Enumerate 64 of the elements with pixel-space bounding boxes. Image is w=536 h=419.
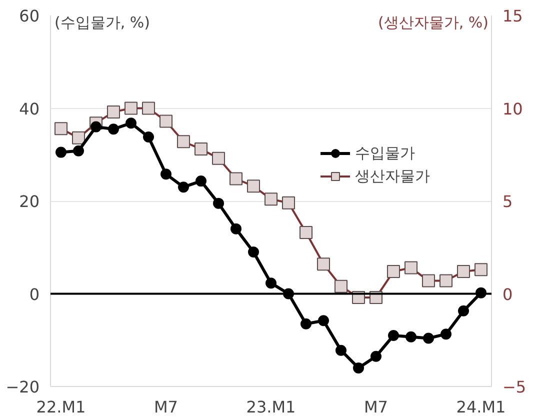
y2-axis-title: (생산자물가, %) bbox=[378, 14, 489, 32]
point bbox=[56, 146, 66, 158]
point bbox=[212, 152, 225, 165]
y-tick-label: −20 bbox=[6, 378, 40, 396]
point bbox=[196, 176, 206, 187]
point bbox=[177, 135, 190, 148]
point bbox=[230, 172, 242, 186]
legend-label: 수입물가 bbox=[355, 144, 415, 162]
point bbox=[230, 223, 242, 234]
point bbox=[440, 328, 452, 340]
point bbox=[126, 118, 136, 129]
y2-tick-label: 15 bbox=[502, 6, 523, 26]
point bbox=[264, 192, 278, 206]
point bbox=[266, 278, 276, 289]
point bbox=[213, 198, 224, 209]
point bbox=[370, 350, 382, 362]
point bbox=[300, 226, 312, 240]
point bbox=[458, 305, 469, 316]
point bbox=[160, 168, 172, 180]
point bbox=[194, 142, 208, 156]
y2-tick-label: 0 bbox=[502, 284, 513, 304]
point bbox=[90, 121, 102, 132]
y-tick-label: 20 bbox=[19, 192, 40, 211]
y-tick-label: 0 bbox=[29, 284, 40, 304]
point bbox=[142, 102, 155, 115]
point bbox=[353, 362, 364, 374]
y-tick-label: 40 bbox=[19, 99, 40, 118]
point bbox=[422, 274, 435, 288]
point bbox=[72, 131, 85, 144]
point bbox=[388, 330, 399, 341]
point bbox=[317, 258, 330, 271]
point bbox=[406, 331, 416, 342]
point bbox=[124, 102, 138, 115]
point bbox=[457, 264, 470, 278]
point bbox=[334, 280, 348, 293]
point bbox=[336, 344, 346, 356]
point bbox=[404, 261, 418, 274]
legend-label: 생산자물가 bbox=[355, 166, 430, 186]
y2-tick-label: 10 bbox=[502, 99, 523, 118]
point bbox=[474, 263, 488, 276]
point bbox=[107, 105, 120, 118]
point bbox=[178, 182, 189, 193]
point bbox=[73, 145, 84, 156]
point bbox=[248, 246, 259, 258]
point bbox=[387, 264, 400, 278]
point bbox=[247, 180, 260, 193]
x-tick-label: M7 bbox=[364, 398, 388, 416]
x-tick-label: 24.M1 bbox=[456, 398, 506, 416]
x-tick-label: M7 bbox=[154, 398, 178, 416]
y2-tick-label: −5 bbox=[502, 378, 526, 396]
point bbox=[282, 196, 295, 210]
x-tick-label: 23.M1 bbox=[246, 398, 296, 416]
point bbox=[108, 124, 119, 135]
point bbox=[54, 122, 68, 136]
x-tick-label: 22.M1 bbox=[36, 398, 86, 416]
point bbox=[143, 132, 154, 142]
point bbox=[423, 332, 434, 344]
y-axis-title: (수입물가, %) bbox=[54, 14, 150, 32]
point bbox=[160, 114, 172, 128]
y2-tick-label: 5 bbox=[502, 192, 513, 211]
y-tick-label: 60 bbox=[19, 6, 40, 26]
point bbox=[300, 318, 312, 330]
point bbox=[440, 274, 452, 288]
point bbox=[318, 315, 329, 326]
